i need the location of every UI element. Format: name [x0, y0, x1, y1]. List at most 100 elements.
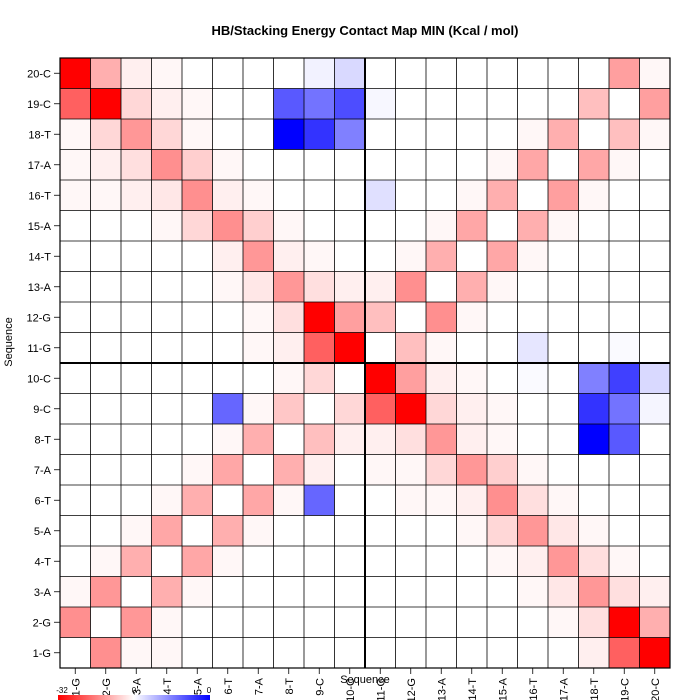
heatmap-cell-4-T-1-G [151, 637, 182, 668]
heatmap-cell-19-C-3-A [609, 576, 640, 607]
heatmap-cell-12-G-8-T [395, 424, 426, 455]
heatmap-cell-2-G-17-A [90, 149, 121, 180]
heatmap-cell-1-G-3-A [60, 576, 91, 607]
heatmap-cell-7-A-12-G [243, 302, 274, 333]
heatmap-cell-12-G-9-C [395, 393, 426, 424]
x-tick-label: 20-C [650, 678, 662, 700]
heatmap-cell-14-T-8-T [456, 424, 487, 455]
heatmap-cell-1-G-18-T [60, 119, 91, 150]
x-tick-label: 14-T [467, 678, 479, 700]
heatmap-cell-6-T-15-A [212, 210, 243, 241]
heatmap-cell-3-A-19-C [121, 88, 152, 119]
colorbar-tick-label: 0 [207, 686, 212, 695]
heatmap-cell-9-C-8-T [304, 424, 335, 455]
heatmap-cell-12-G-13-A [395, 271, 426, 302]
x-tick-labels: 1-G 2-G 3-A 4-T 5-A 6-T 7-A 8-T 9-C 10-C 11-G 12-G 1… [70, 668, 662, 700]
heatmap-cell-9-C-7-A [304, 454, 335, 485]
heatmap-cell-17-A-15-A [548, 210, 579, 241]
heatmap-cell-1-G-19-C [60, 88, 91, 119]
heatmap-cell-10-C-8-T [334, 424, 365, 455]
heatmap-cell-19-C-8-T [609, 424, 640, 455]
heatmap-cell-20-C-10-C [639, 363, 670, 394]
heatmap-cell-19-C-18-T [609, 119, 640, 150]
heatmap-cell-20-C-9-C [639, 393, 670, 424]
heatmap-cell-19-C-17-A [609, 149, 640, 180]
heatmap-cell-18-T-9-C [578, 393, 609, 424]
heatmap-cell-13-A-12-G [426, 302, 457, 333]
heatmap-cell-20-C-2-G [639, 607, 670, 638]
heatmap-cell-16-T-7-A [517, 454, 548, 485]
heatmap-cell-13-A-9-C [426, 393, 457, 424]
heatmap-cell-6-T-14-T [212, 241, 243, 272]
heatmap-cell-10-C-19-C [334, 88, 365, 119]
heatmap-cell-18-T-2-G [578, 607, 609, 638]
heatmap-cell-16-T-18-T [517, 119, 548, 150]
heatmap-cell-16-T-6-T [517, 485, 548, 516]
y-tick-label: 5-A [34, 526, 52, 538]
heatmap-cell-15-A-6-T [487, 485, 518, 516]
heatmap-cell-13-A-7-A [426, 454, 457, 485]
x-tick-label: 5-A [192, 677, 204, 695]
heatmap-cell-15-A-16-T [487, 180, 518, 211]
y-tick-label: 19-C [27, 99, 51, 111]
heatmap-cell-16-T-10-C [517, 363, 548, 394]
y-tick-label: 15-A [28, 221, 52, 233]
x-tick-label: 12-G [406, 678, 418, 700]
colorbar-tick-label: 0 [132, 686, 137, 695]
heatmap-cell-6-T-13-A [212, 271, 243, 302]
y-tick-label: 6-T [35, 495, 52, 507]
heatmap-cell-14-T-12-G [456, 302, 487, 333]
heatmap-cell-6-T-4-T [212, 546, 243, 577]
heatmap-cell-9-C-19-C [304, 88, 335, 119]
heatmap-cell-8-T-7-A [273, 454, 304, 485]
heatmap-cell-3-A-20-C [121, 58, 152, 89]
colorbar-gradient [58, 695, 210, 700]
heatmap-cell-19-C-1-G [609, 637, 640, 668]
y-tick-label: 9-C [33, 404, 51, 416]
x-tick-label: 11-G [375, 678, 387, 700]
heatmap-cell-15-A-4-T [487, 546, 518, 577]
heatmap-cell-17-A-6-T [548, 485, 579, 516]
x-tick-label: 16-T [528, 678, 540, 700]
heatmap-cell-14-T-6-T [456, 485, 487, 516]
heatmap-cell-14-T-15-A [456, 210, 487, 241]
heatmap-cell-6-T-16-T [212, 180, 243, 211]
y-tick-label: 14-T [28, 251, 51, 263]
heatmap-cell-5-A-3-A [182, 576, 213, 607]
y-tick-label: 1-G [33, 648, 51, 660]
x-tick-label: 13-A [436, 677, 448, 700]
heatmap-cell-2-G-19-C [90, 88, 121, 119]
colorbar-tick-label: -32 [56, 686, 68, 695]
heatmap-cell-17-A-3-A [548, 576, 579, 607]
heatmap-cell-13-A-8-T [426, 424, 457, 455]
y-tick-label: 18-T [28, 129, 51, 141]
heatmap-cell-7-A-9-C [243, 393, 274, 424]
x-tick-label: 18-T [589, 678, 601, 700]
x-tick-label: 8-T [284, 678, 296, 695]
y-tick-label: 3-A [34, 587, 52, 599]
heatmap-cell-12-G-14-T [395, 241, 426, 272]
heatmap-cell-18-T-4-T [578, 546, 609, 577]
heatmap-cell-14-T-5-A [456, 515, 487, 546]
heatmap-cell-8-T-6-T [273, 485, 304, 516]
heatmap-cell-6-T-8-T [212, 424, 243, 455]
heatmap-cell-2-G-3-A [90, 576, 121, 607]
heatmap-cell-7-A-5-A [243, 515, 274, 546]
heatmap-cell-8-T-19-C [273, 88, 304, 119]
heatmap-cell-5-A-7-A [182, 454, 213, 485]
heatmap-cell-2-G-20-C [90, 58, 121, 89]
heatmap-cell-16-T-15-A [517, 210, 548, 241]
heatmap-cell-18-T-5-A [578, 515, 609, 546]
heatmap-cell-9-C-12-G [304, 302, 335, 333]
heatmap-cell-6-T-7-A [212, 454, 243, 485]
heatmap-cell-7-A-16-T [243, 180, 274, 211]
heatmap-cell-20-C-3-A [639, 576, 670, 607]
heatmap-cell-8-T-11-G [273, 332, 304, 363]
heatmap-cell-15-A-14-T [487, 241, 518, 272]
heatmap-cell-20-C-20-C [639, 58, 670, 89]
heatmap-cell-10-C-9-C [334, 393, 365, 424]
heatmap-cell-17-A-16-T [548, 180, 579, 211]
heatmap-cell-13-A-15-A [426, 210, 457, 241]
heatmap-cell-11-G-8-T [365, 424, 396, 455]
